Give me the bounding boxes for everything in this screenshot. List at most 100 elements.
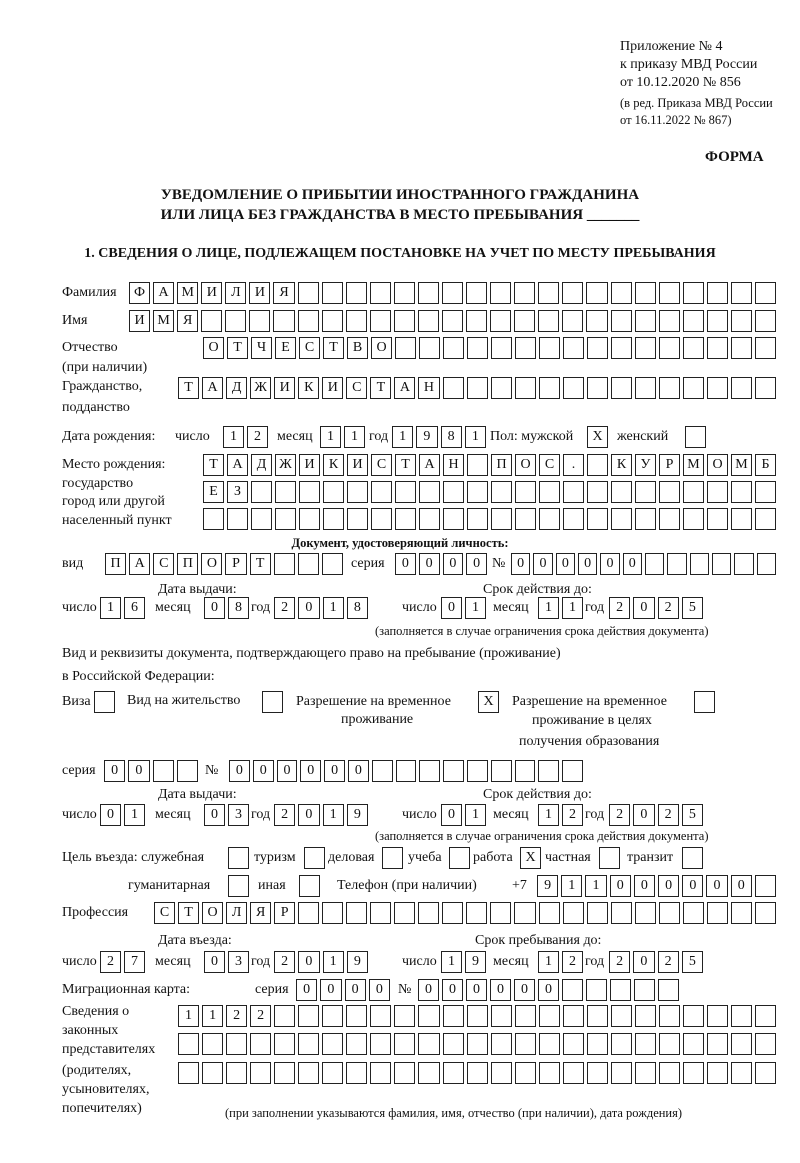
char-cell[interactable]: 0 — [533, 553, 553, 575]
char-cell[interactable] — [659, 481, 680, 503]
char-cell[interactable]: 0 — [658, 875, 680, 897]
char-cell[interactable] — [610, 979, 631, 1001]
char-cell[interactable] — [418, 1033, 440, 1055]
char-cell[interactable] — [442, 377, 464, 399]
char-cell[interactable] — [731, 337, 752, 359]
char-cell[interactable] — [730, 310, 753, 332]
char-cell[interactable] — [755, 481, 776, 503]
char-cell[interactable]: 2 — [609, 951, 631, 973]
char-cell[interactable] — [322, 1062, 344, 1084]
char-cell[interactable] — [562, 760, 583, 782]
char-cell[interactable] — [297, 282, 319, 304]
char-cell[interactable]: 0 — [347, 760, 369, 782]
char-cell[interactable]: 8 — [440, 426, 462, 448]
char-cell[interactable] — [731, 1033, 753, 1055]
char-cell[interactable] — [178, 1062, 200, 1084]
char-cell[interactable]: 5 — [681, 804, 703, 826]
char-cell[interactable] — [152, 760, 174, 782]
char-cell[interactable] — [466, 310, 488, 332]
char-cell[interactable] — [586, 377, 608, 399]
char-cell[interactable] — [490, 310, 512, 332]
char-cell[interactable]: 2 — [657, 951, 679, 973]
char-cell[interactable] — [611, 508, 632, 530]
char-cell[interactable]: 0 — [730, 875, 752, 897]
char-cell[interactable]: 8 — [346, 597, 368, 619]
char-cell[interactable]: К — [323, 454, 344, 476]
purpose-study-checkbox[interactable] — [449, 847, 470, 869]
visa-checkbox[interactable] — [94, 691, 115, 713]
char-cell[interactable]: О — [515, 454, 536, 476]
char-cell[interactable] — [371, 481, 392, 503]
char-cell[interactable]: X — [520, 847, 541, 869]
purpose-business-checkbox[interactable] — [382, 847, 403, 869]
char-cell[interactable]: С — [154, 902, 176, 924]
char-cell[interactable]: И — [299, 454, 320, 476]
char-cell[interactable]: 2 — [274, 597, 296, 619]
char-cell[interactable] — [634, 310, 656, 332]
char-cell[interactable] — [298, 1033, 320, 1055]
char-cell[interactable] — [491, 337, 512, 359]
char-cell[interactable] — [755, 1005, 777, 1027]
char-cell[interactable]: 0 — [320, 979, 342, 1001]
char-cell[interactable] — [382, 847, 403, 869]
char-cell[interactable] — [443, 481, 464, 503]
char-cell[interactable] — [586, 1005, 608, 1027]
char-cell[interactable]: 1 — [223, 426, 244, 448]
char-cell[interactable]: 1 — [392, 426, 414, 448]
char-cell[interactable] — [299, 508, 320, 530]
char-cell[interactable] — [228, 847, 249, 869]
purpose-work-checkbox[interactable]: X — [520, 847, 541, 869]
char-cell[interactable]: 6 — [124, 597, 145, 619]
char-cell[interactable] — [707, 1062, 729, 1084]
char-cell[interactable] — [634, 377, 656, 399]
char-cell[interactable]: О — [202, 902, 224, 924]
char-cell[interactable] — [273, 310, 295, 332]
char-cell[interactable] — [323, 481, 344, 503]
char-cell[interactable] — [538, 377, 560, 399]
char-cell[interactable]: 2 — [247, 426, 268, 448]
char-cell[interactable]: Т — [370, 377, 392, 399]
char-cell[interactable] — [682, 847, 703, 869]
char-cell[interactable]: Р — [225, 553, 247, 575]
char-cell[interactable]: 9 — [416, 426, 438, 448]
char-cell[interactable] — [611, 481, 632, 503]
char-cell[interactable] — [682, 1062, 705, 1084]
char-cell[interactable]: К — [611, 454, 632, 476]
char-cell[interactable]: 0 — [344, 979, 366, 1001]
char-cell[interactable]: Ж — [250, 377, 272, 399]
char-cell[interactable] — [251, 481, 272, 503]
char-cell[interactable] — [347, 481, 368, 503]
char-cell[interactable] — [634, 902, 656, 924]
char-cell[interactable]: 2 — [562, 804, 583, 826]
char-cell[interactable]: 0 — [555, 553, 575, 575]
char-cell[interactable]: Ч — [251, 337, 272, 359]
char-cell[interactable] — [634, 979, 655, 1001]
char-cell[interactable]: З — [227, 481, 248, 503]
char-cell[interactable] — [394, 1005, 416, 1027]
char-cell[interactable] — [419, 760, 441, 782]
char-cell[interactable] — [586, 902, 608, 924]
char-cell[interactable]: У — [635, 454, 656, 476]
char-cell[interactable]: Р — [659, 454, 680, 476]
char-cell[interactable] — [610, 1005, 632, 1027]
char-cell[interactable]: Т — [249, 553, 271, 575]
char-cell[interactable]: 2 — [609, 597, 631, 619]
char-cell[interactable] — [346, 1005, 368, 1027]
sex-male-checkbox[interactable]: X — [587, 426, 608, 448]
char-cell[interactable] — [304, 847, 325, 869]
char-cell[interactable] — [707, 481, 728, 503]
char-cell[interactable] — [711, 553, 732, 575]
char-cell[interactable]: П — [105, 553, 127, 575]
char-cell[interactable]: 0 — [418, 979, 439, 1001]
